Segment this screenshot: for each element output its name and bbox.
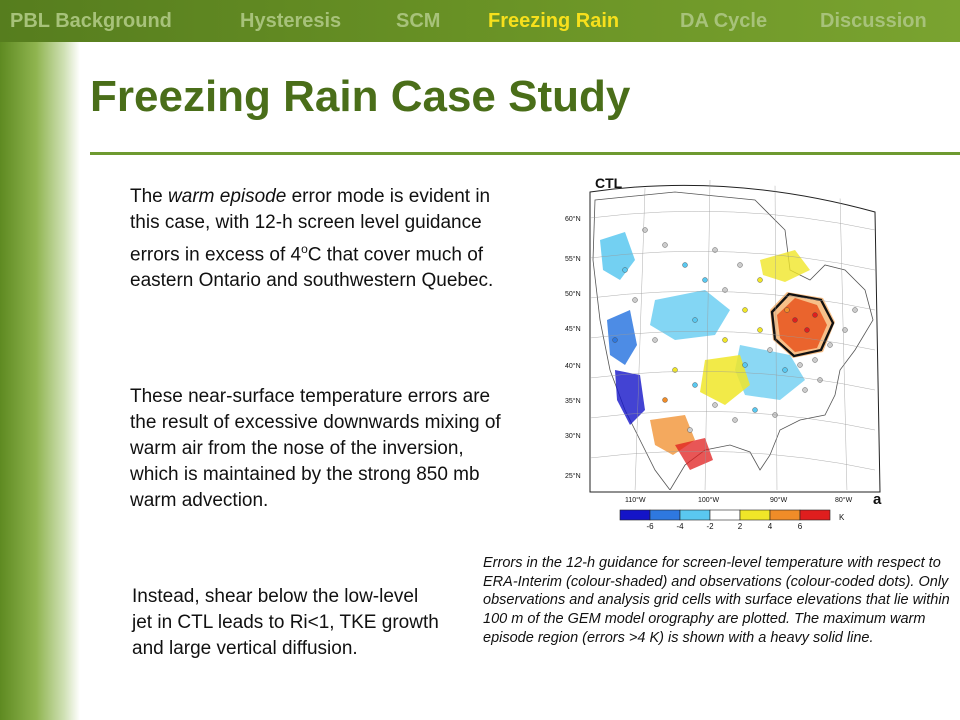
lat-label: 40°N xyxy=(565,362,581,370)
graticule xyxy=(590,179,876,490)
colorbar-bin xyxy=(739,509,771,521)
colorbar-bin xyxy=(769,509,801,521)
lat-label: 30°N xyxy=(565,432,581,440)
p1-text-end: C that cover much of eastern Ontario and… xyxy=(130,244,494,292)
warm-episode-outline xyxy=(770,292,835,358)
colorbar-tick: -6 xyxy=(646,522,654,530)
colorbar-tick: -2 xyxy=(706,522,714,530)
colorbar-tick: 2 xyxy=(738,522,743,530)
lon-label: 80°W xyxy=(835,496,853,504)
cold-patch-west-2 xyxy=(607,310,637,365)
colorbar-bin xyxy=(799,509,831,521)
colorbar xyxy=(619,509,831,521)
degree-superscript: o xyxy=(301,242,308,256)
cold-patch-plains xyxy=(650,290,730,340)
paragraph-shear: Instead, shear below the low-level jet i… xyxy=(132,586,439,659)
nav-item-scm[interactable]: SCM xyxy=(396,10,441,32)
latitude-labels: 60°N 55°N 50°N 45°N 40°N 35°N 30°N 25°N xyxy=(565,215,581,480)
warm-patch-central xyxy=(700,355,750,405)
lat-label: 60°N xyxy=(565,215,581,223)
panel-letter: a xyxy=(873,491,882,508)
colorbar-ticks: -6 -4 -2 2 4 6 xyxy=(646,522,802,530)
colorbar-bin xyxy=(619,509,651,521)
lat-label: 45°N xyxy=(565,325,581,333)
paragraph-warm-episode: The warm episode error mode is evident i… xyxy=(130,184,510,294)
colorbar-tick: 6 xyxy=(798,522,803,530)
title-divider xyxy=(90,152,960,155)
paragraph-mixing: These near-surface temperature errors ar… xyxy=(130,386,501,511)
sidebar-decoration xyxy=(0,42,80,720)
colorbar-bin xyxy=(679,509,711,521)
warm-patch-south xyxy=(675,438,713,470)
page-title: Freezing Rain Case Study xyxy=(90,72,631,121)
p1-text-middle: error mode is evident in this case, with… xyxy=(130,186,491,266)
error-map-figure: CTL xyxy=(565,175,882,530)
nav-item-freezing-rain[interactable]: Freezing Rain xyxy=(488,10,620,32)
colorbar-bin xyxy=(649,509,681,521)
land-outline xyxy=(592,191,874,490)
colorbar-bin xyxy=(709,509,741,521)
nav-item-pbl-background[interactable]: PBL Background xyxy=(10,10,172,32)
colorbar-tick: 4 xyxy=(768,522,773,530)
p1-emphasis: warm episode xyxy=(168,186,287,207)
lon-label: 100°W xyxy=(698,496,719,504)
figure-caption: Errors in the 12-h guidance for screen-l… xyxy=(483,555,950,646)
warm-patch-north xyxy=(760,250,810,282)
nav-item-da-cycle[interactable]: DA Cycle xyxy=(680,10,768,32)
nav-item-hysteresis[interactable]: Hysteresis xyxy=(240,10,342,32)
colorbar-unit: K xyxy=(839,513,845,522)
lon-label: 110°W xyxy=(625,496,646,504)
colorbar-tick: -4 xyxy=(676,522,684,530)
lat-label: 50°N xyxy=(565,290,581,298)
nav-item-discussion[interactable]: Discussion xyxy=(820,10,927,32)
lat-label: 35°N xyxy=(565,397,581,405)
lat-label: 55°N xyxy=(565,255,581,263)
cold-patch-southeast xyxy=(735,345,805,400)
top-nav-bar: PBL Background Hysteresis SCM Freezing R… xyxy=(0,0,960,42)
panel-title: CTL xyxy=(595,175,623,191)
p1-text-start: The xyxy=(130,186,169,207)
lon-label: 90°W xyxy=(770,496,788,504)
longitude-labels: 110°W 100°W 90°W 80°W xyxy=(625,496,853,504)
map-content xyxy=(590,179,876,490)
lat-label: 25°N xyxy=(565,472,581,480)
